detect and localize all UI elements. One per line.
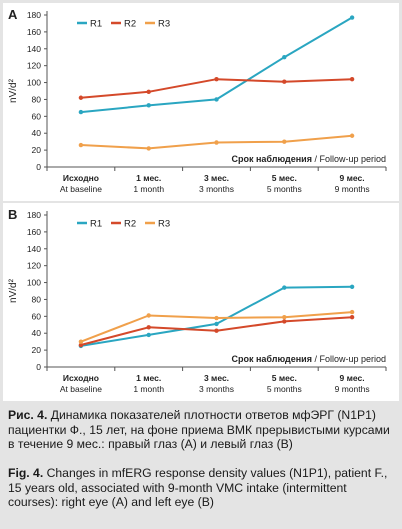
y-axis-label: nV/d²: [8, 78, 19, 103]
data-point-r3: [282, 314, 287, 320]
x-axis-title: Срок наблюдения / Follow-up period: [231, 154, 386, 164]
data-point-r2: [78, 342, 84, 348]
data-point-r3: [78, 339, 84, 344]
panel-letter: A: [8, 7, 18, 22]
y-tick-label: 80: [32, 294, 42, 304]
x-tick-label-primary: 9 мес.: [340, 373, 365, 383]
y-tick-label: 0: [36, 162, 41, 172]
y-tick-label: 20: [32, 145, 42, 155]
y-tick-label: 120: [27, 61, 41, 71]
x-tick-label-secondary: 5 months: [267, 384, 302, 394]
y-tick-label: 180: [27, 10, 41, 20]
y-tick-label: 160: [27, 27, 41, 37]
x-tick-label-secondary: 9 months: [335, 384, 370, 394]
chart-a: AnV/d² 0 20 40 60 80 100 120 140 160 180 ИсходноAt …: [8, 7, 387, 194]
x-tick-label-primary: Исходно: [63, 173, 99, 183]
data-point-r2: [214, 328, 219, 333]
x-tick-label-primary: 9 мес.: [340, 173, 365, 183]
data-point-r3: [214, 140, 219, 145]
x-tick-label-primary: 3 мес.: [204, 173, 229, 183]
legend-label-r1: R1: [90, 219, 102, 230]
caption-english-text: Changes in mfERG response density values…: [8, 466, 388, 509]
data-point-r3: [146, 146, 151, 151]
caption-english-label: Fig. 4.: [8, 466, 44, 480]
data-point-r1: [214, 321, 219, 327]
legend-label-r2: R2: [124, 19, 136, 30]
x-axis-title: Срок наблюдения / Follow-up period: [231, 354, 386, 364]
data-point-r2: [349, 314, 355, 320]
x-tick-label-secondary: 3 months: [199, 384, 234, 394]
x-axis-title-en: / Follow-up period: [312, 354, 386, 364]
x-tick-label-secondary: 1 month: [133, 184, 164, 194]
x-tick-label-primary: 1 мес.: [136, 373, 161, 383]
x-axis-title-ru: Срок наблюдения: [231, 154, 312, 164]
panel-letter: B: [8, 207, 17, 222]
x-tick-label-secondary: 5 months: [267, 184, 302, 194]
data-point-r1: [282, 285, 287, 290]
series-line-r2: [80, 78, 353, 99]
x-tick-label-primary: 5 мес.: [272, 173, 297, 183]
y-tick-label: 140: [27, 44, 41, 54]
data-point-r2: [146, 89, 151, 95]
data-point-r1: [78, 109, 84, 115]
caption-russian: Рис. 4. Динамика показателей плотности о…: [8, 408, 398, 452]
y-tick-label: 40: [32, 328, 42, 338]
y-tick-label: 100: [27, 78, 41, 88]
y-tick-label: 180: [27, 210, 41, 220]
y-tick-label: 120: [27, 261, 41, 271]
x-axis-title-en: / Follow-up period: [312, 154, 386, 164]
y-tick-label: 40: [32, 128, 42, 138]
chart-b: BnV/d² 0 20 40 60 80 100 120 140 160 180 ИсходноAt …: [8, 207, 387, 394]
data-point-r2: [214, 76, 219, 82]
legend-label-r2: R2: [124, 219, 136, 230]
caption-english: Fig. 4. Changes in mfERG response densit…: [8, 466, 398, 510]
x-tick-label-primary: 3 мес.: [204, 373, 229, 383]
legend-label-r3: R3: [158, 19, 170, 30]
y-tick-label: 20: [32, 345, 42, 355]
data-point-r2: [349, 76, 355, 82]
x-tick-label-secondary: 3 months: [199, 184, 234, 194]
x-tick-label-primary: 1 мес.: [136, 173, 161, 183]
data-point-r1: [146, 103, 151, 108]
data-point-r3: [214, 315, 219, 321]
x-tick-label-primary: Исходно: [63, 373, 99, 383]
y-tick-label: 60: [32, 111, 42, 121]
data-point-r3: [349, 133, 355, 138]
data-point-r3: [349, 309, 355, 315]
data-point-r3: [282, 139, 287, 144]
caption-russian-label: Рис. 4.: [8, 408, 48, 422]
y-tick-label: 160: [27, 227, 41, 237]
legend-label-r1: R1: [90, 19, 102, 30]
data-point-r3: [146, 313, 151, 318]
data-point-r1: [214, 97, 219, 102]
y-axis-label: nV/d²: [8, 278, 19, 303]
y-tick-label: 100: [27, 278, 41, 288]
y-tick-label: 140: [27, 244, 41, 254]
data-point-r3: [78, 142, 84, 148]
data-point-r2: [146, 325, 151, 330]
x-tick-label-secondary: 9 months: [335, 184, 370, 194]
data-point-r1: [349, 15, 355, 20]
y-tick-label: 0: [36, 362, 41, 372]
x-tick-label-secondary: At baseline: [60, 384, 102, 394]
data-point-r2: [282, 79, 287, 84]
data-point-r1: [146, 332, 151, 338]
x-axis-title-ru: Срок наблюдения: [231, 354, 312, 364]
caption-russian-text: Динамика показателей плотности ответов м…: [8, 408, 390, 451]
y-tick-label: 60: [32, 311, 42, 321]
data-point-r1: [349, 284, 355, 289]
x-tick-label-secondary: 1 month: [133, 384, 164, 394]
y-tick-label: 80: [32, 94, 42, 104]
legend-label-r3: R3: [158, 219, 170, 230]
x-tick-label-secondary: At baseline: [60, 184, 102, 194]
data-point-r1: [282, 55, 287, 60]
data-point-r2: [282, 319, 287, 324]
data-point-r2: [78, 95, 84, 100]
x-tick-label-primary: 5 мес.: [272, 373, 297, 383]
